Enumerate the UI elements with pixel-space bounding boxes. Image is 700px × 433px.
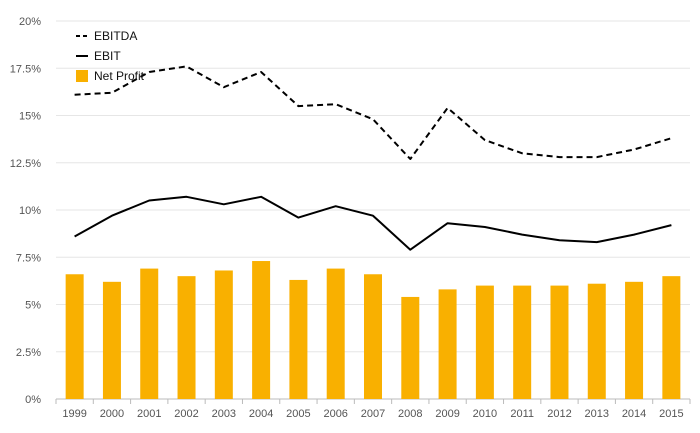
x-tick-label: 2014 (622, 408, 646, 420)
legend: EBITDA EBIT Net Profit (76, 29, 145, 83)
y-tick-label: 20% (19, 16, 41, 28)
bar-net-profit-2001 (140, 268, 159, 399)
bar-layer (65, 261, 681, 399)
bar-net-profit-2000 (102, 281, 121, 399)
y-tick-label: 12.5% (10, 158, 41, 170)
bar-net-profit-2014 (625, 281, 644, 399)
x-tick-label: 2000 (100, 408, 124, 420)
y-tick-label: 17.5% (10, 63, 41, 75)
bar-net-profit-2004 (252, 261, 271, 399)
x-tick-label: 2005 (286, 408, 310, 420)
x-tick-label: 2001 (137, 408, 161, 420)
bar-net-profit-2015 (662, 276, 681, 399)
y-tick-label: 15% (19, 111, 41, 123)
bar-net-profit-2010 (475, 285, 494, 399)
x-tick-label: 2013 (585, 408, 609, 420)
x-tick-label: 2012 (547, 408, 571, 420)
x-tick-label: 2011 (510, 408, 534, 420)
grid-layer (56, 20, 690, 400)
bar-net-profit-2008 (401, 296, 420, 399)
y-tick-label: 5% (25, 300, 41, 312)
bar-net-profit-1999 (65, 274, 84, 399)
y-tick-label: 10% (19, 205, 41, 217)
bar-net-profit-2011 (513, 285, 532, 399)
y-tick-label: 0% (25, 394, 41, 406)
x-tick-label: 2002 (174, 408, 198, 420)
line-ebitda (74, 65, 672, 160)
x-tick-label: 2006 (323, 408, 347, 420)
x-tick-label: 2003 (212, 408, 236, 420)
bar-net-profit-2012 (550, 285, 569, 399)
y-tick-label: 7.5% (16, 252, 41, 264)
x-tick-label: 2009 (435, 408, 459, 420)
x-tick-label: 2010 (473, 408, 497, 420)
line-ebit (74, 195, 672, 251)
bar-net-profit-2007 (364, 274, 382, 399)
line-layer (74, 65, 672, 251)
x-tick-label: 2007 (361, 408, 385, 420)
bar-net-profit-2002 (177, 276, 196, 399)
x-tick-label: 2004 (249, 408, 273, 420)
bar-net-profit-2006 (326, 268, 345, 399)
legend-label-net-profit: Net Profit (94, 69, 145, 83)
bar-net-profit-2003 (214, 270, 233, 399)
y-tick-label: 2.5% (16, 347, 41, 359)
bar-net-profit-2013 (587, 283, 606, 399)
x-tick-label: 1999 (62, 408, 86, 420)
legend-label-ebit: EBIT (94, 49, 121, 63)
bar-net-profit-2005 (289, 279, 308, 399)
axis-layer: 0% 2.5% 5% 7.5% 10% 12.5% 15% 17.5% 20% 1999 2000 2… (10, 16, 691, 420)
x-tick-label: 2015 (659, 408, 683, 420)
legend-label-ebitda: EBITDA (94, 29, 137, 43)
legend-swatch-net-profit (76, 70, 88, 82)
x-tick-label: 2008 (398, 408, 422, 420)
bar-net-profit-2009 (438, 289, 457, 399)
